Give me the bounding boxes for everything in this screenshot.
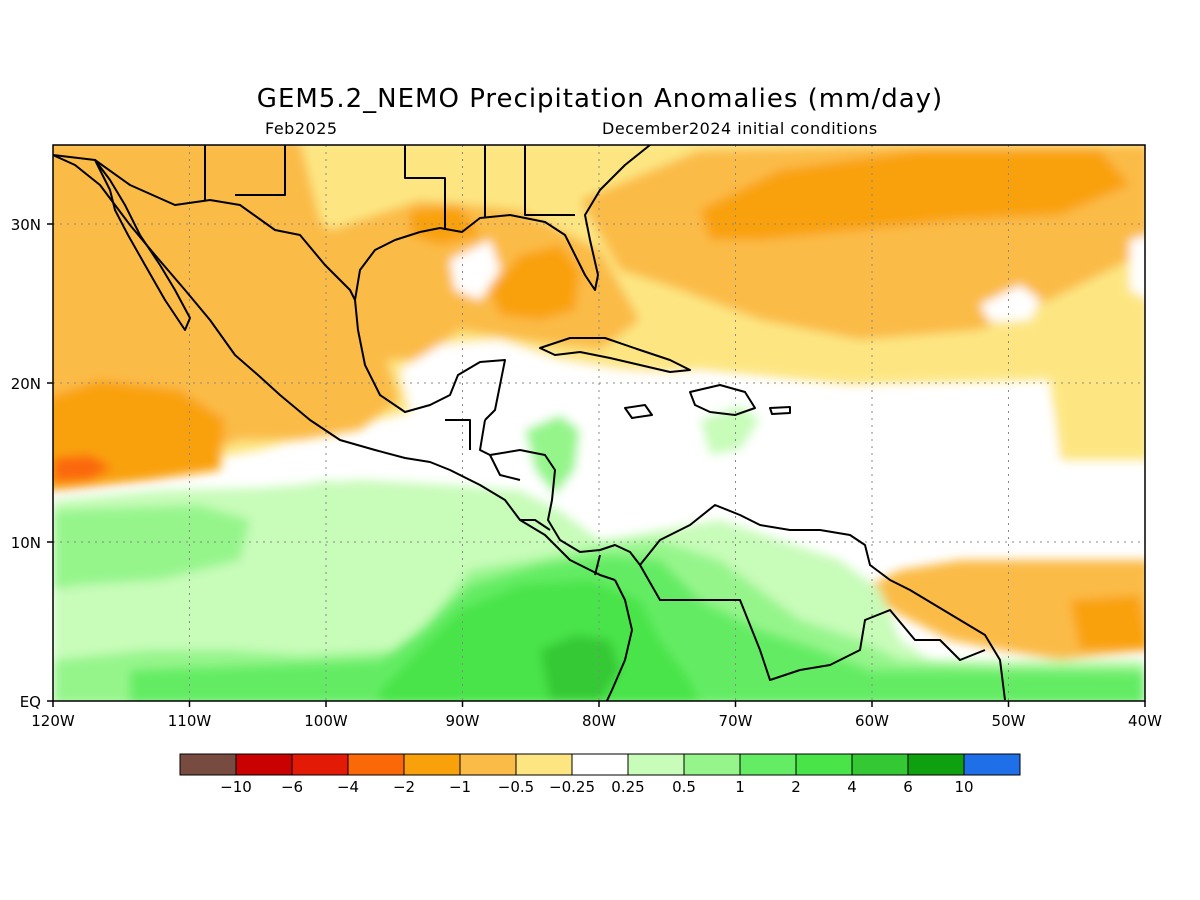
colorbar-label: 4 <box>847 778 857 796</box>
colorbar-label: 2 <box>791 778 801 796</box>
latitude-axis: EQ 10N 20N 30N <box>11 216 53 711</box>
wet-mid-zone <box>53 505 250 590</box>
colorbar-swatch <box>739 753 797 776</box>
colorbar-label: −2 <box>393 778 415 796</box>
wet-mid-zone-caribbean <box>525 415 580 495</box>
anomaly-field <box>53 145 1145 701</box>
lon-tick-label: 80W <box>582 712 616 730</box>
colorbar-label: 10 <box>954 778 973 796</box>
lat-tick-label: 10N <box>11 534 41 552</box>
lon-tick-label: 90W <box>446 712 480 730</box>
colorbar-label: −0.5 <box>498 778 534 796</box>
colorbar-label: 0.5 <box>672 778 696 796</box>
colorbar-label: 6 <box>903 778 913 796</box>
colorbar-label: −4 <box>337 778 359 796</box>
gridlines <box>53 145 1145 701</box>
valid-month-label: Feb2025 <box>265 119 338 138</box>
jamaica <box>624 404 653 419</box>
lon-tick-label: 100W <box>304 712 348 730</box>
colorbar-swatch <box>795 753 853 776</box>
puerto-rico <box>769 406 791 415</box>
south-america-coast <box>639 504 1006 701</box>
colorbar-swatch <box>347 753 405 776</box>
colorbar-swatch <box>627 753 685 776</box>
colombia-pacific-coast <box>605 579 633 701</box>
lat-tick-label: 20N <box>11 375 41 393</box>
colorbar-swatch <box>403 753 461 776</box>
cuba <box>539 337 691 373</box>
neutral-zone-atlantic <box>980 285 1040 322</box>
map-title: GEM5.2_NEMO Precipitation Anomalies (mm/… <box>256 84 944 114</box>
colorbar-swatch <box>291 753 349 776</box>
lon-tick-label: 60W <box>855 712 889 730</box>
colorbar-swatch <box>851 753 909 776</box>
colorbar-label: −1 <box>449 778 471 796</box>
hispaniola <box>689 384 756 416</box>
colorbar-swatch <box>683 753 741 776</box>
wet-light-zone-pacific-north <box>270 480 360 505</box>
central-america-caribbean-coast <box>479 419 641 566</box>
colorbar-swatch <box>571 753 629 776</box>
longitude-axis: 120W 110W 100W 90W 80W 70W 60W 50W 40W <box>31 701 1162 730</box>
colorbar-swatch <box>907 753 965 776</box>
colorbar-label: 0.25 <box>611 778 644 796</box>
us-state-lines <box>204 145 575 230</box>
south-america-borders <box>639 564 986 681</box>
colorbar-swatch <box>459 753 517 776</box>
lon-tick-label: 40W <box>1128 712 1162 730</box>
colorbar-swatch <box>179 753 237 776</box>
neutral-zone-east <box>1130 236 1145 298</box>
coastlines-and-borders <box>53 145 1006 701</box>
colorbar-label: −6 <box>281 778 303 796</box>
wet-light-zone-caribbean <box>700 405 760 455</box>
lat-tick-label: 30N <box>11 216 41 234</box>
colorbar-label: −0.25 <box>549 778 595 796</box>
colorbar-swatch <box>235 753 293 776</box>
colorbar-legend: −10 −6 −4 −2 −1 −0.5 −0.25 0.25 0.5 1 2 4 6 10 <box>179 753 1021 796</box>
colorbar-label: 1 <box>735 778 745 796</box>
central-america-borders <box>445 419 601 576</box>
colorbar-swatch <box>963 753 1021 776</box>
wet-strongest-zone <box>540 635 620 700</box>
colorbar-label: −10 <box>220 778 252 796</box>
baja-california <box>94 159 191 331</box>
lat-tick-label: EQ <box>20 693 41 711</box>
mexico-gulf-coast <box>354 299 506 421</box>
lon-tick-label: 70W <box>719 712 753 730</box>
init-conditions-label: December2024 initial conditions <box>602 119 878 138</box>
colorbar-swatch <box>515 753 573 776</box>
lon-tick-label: 110W <box>168 712 212 730</box>
mexico-pacific-coast <box>53 154 616 581</box>
dry-strong-zone-atlantic <box>700 150 1130 240</box>
lon-tick-label: 120W <box>31 712 75 730</box>
lon-tick-label: 50W <box>992 712 1026 730</box>
dry-mid-zone-guianas <box>860 560 1145 660</box>
us-mexico-border <box>53 154 356 301</box>
dry-strong-zone-east <box>1070 595 1145 650</box>
dry-strong-zone-gulf <box>490 245 580 320</box>
dry-stronger-zone <box>53 455 112 482</box>
us-gulf-coastline <box>354 145 651 301</box>
